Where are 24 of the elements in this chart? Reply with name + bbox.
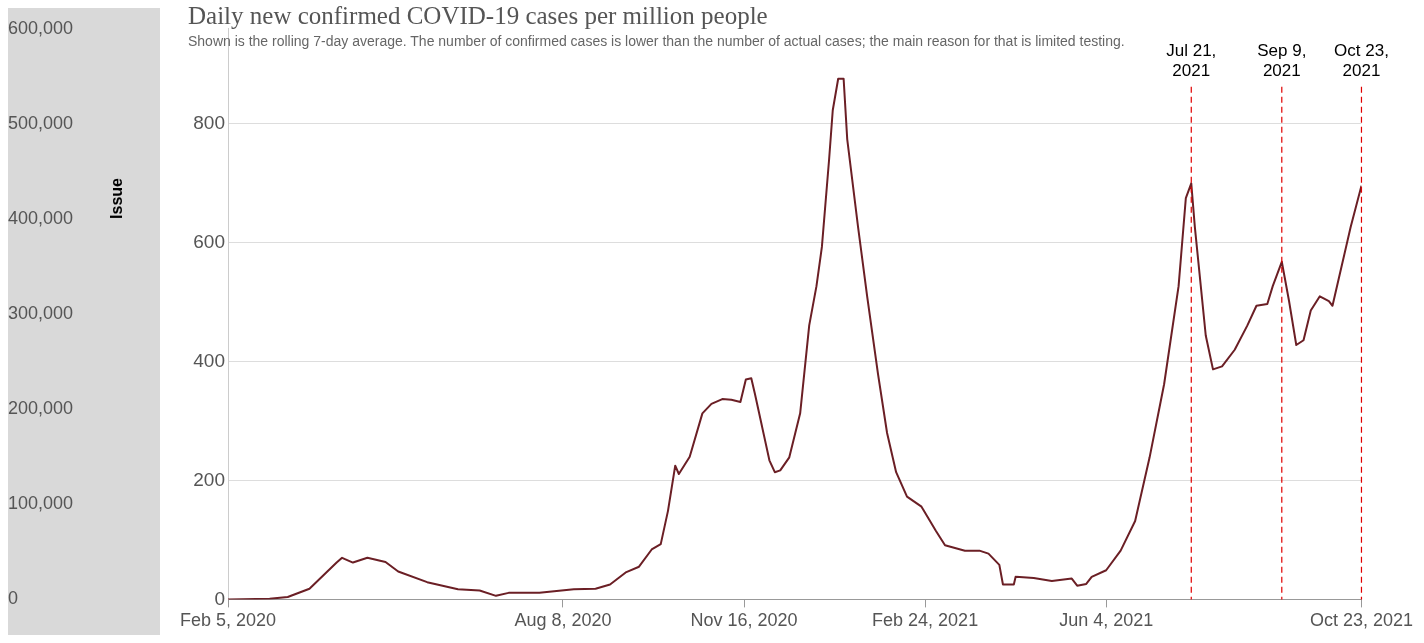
x-tick-label: Nov 16, 2020 — [690, 610, 798, 631]
x-tick-label: Feb 5, 2020 — [179, 610, 277, 631]
y2-tick-label: 600,000 — [8, 17, 74, 38]
y-tick-label: 800 — [193, 112, 225, 134]
x-tick-label: Oct 23, 2021 — [1309, 610, 1413, 631]
y-tick-label: 0 — [214, 587, 225, 609]
y2-tick-label: 100,000 — [8, 493, 74, 514]
ref-line-label: Oct 23, 2021 — [1334, 40, 1389, 80]
y-tick-label: 600 — [193, 231, 225, 253]
y2-tick-label: 500,000 — [8, 112, 74, 133]
y2-tick-label: 0 — [8, 588, 19, 609]
y2-tick-label: 200,000 — [8, 398, 74, 419]
y2-axis-title: Issue — [108, 178, 126, 219]
chart-subtitle: Shown is the rolling 7-day average. The number of confirmed cases is lower than the number of actual cases; the main reason for that is limited testing. — [188, 33, 1125, 49]
y2-tick-label: 300,000 — [8, 303, 74, 324]
y2-tick-label: 400,000 — [8, 207, 74, 228]
y-tick-label: 400 — [193, 349, 225, 371]
chart-title: Daily new confirmed COVID-19 cases per million people — [188, 2, 768, 30]
ref-line-label: Jul 21, 2021 — [1166, 40, 1217, 80]
y-tick-label: 200 — [193, 468, 225, 490]
x-tick-label: Feb 24, 2021 — [872, 610, 979, 631]
x-tick-label: Aug 8, 2020 — [514, 610, 612, 631]
x-tick-label: Jun 4, 2021 — [1059, 610, 1154, 631]
ref-line-label: Sep 9, 2021 — [1257, 40, 1307, 80]
